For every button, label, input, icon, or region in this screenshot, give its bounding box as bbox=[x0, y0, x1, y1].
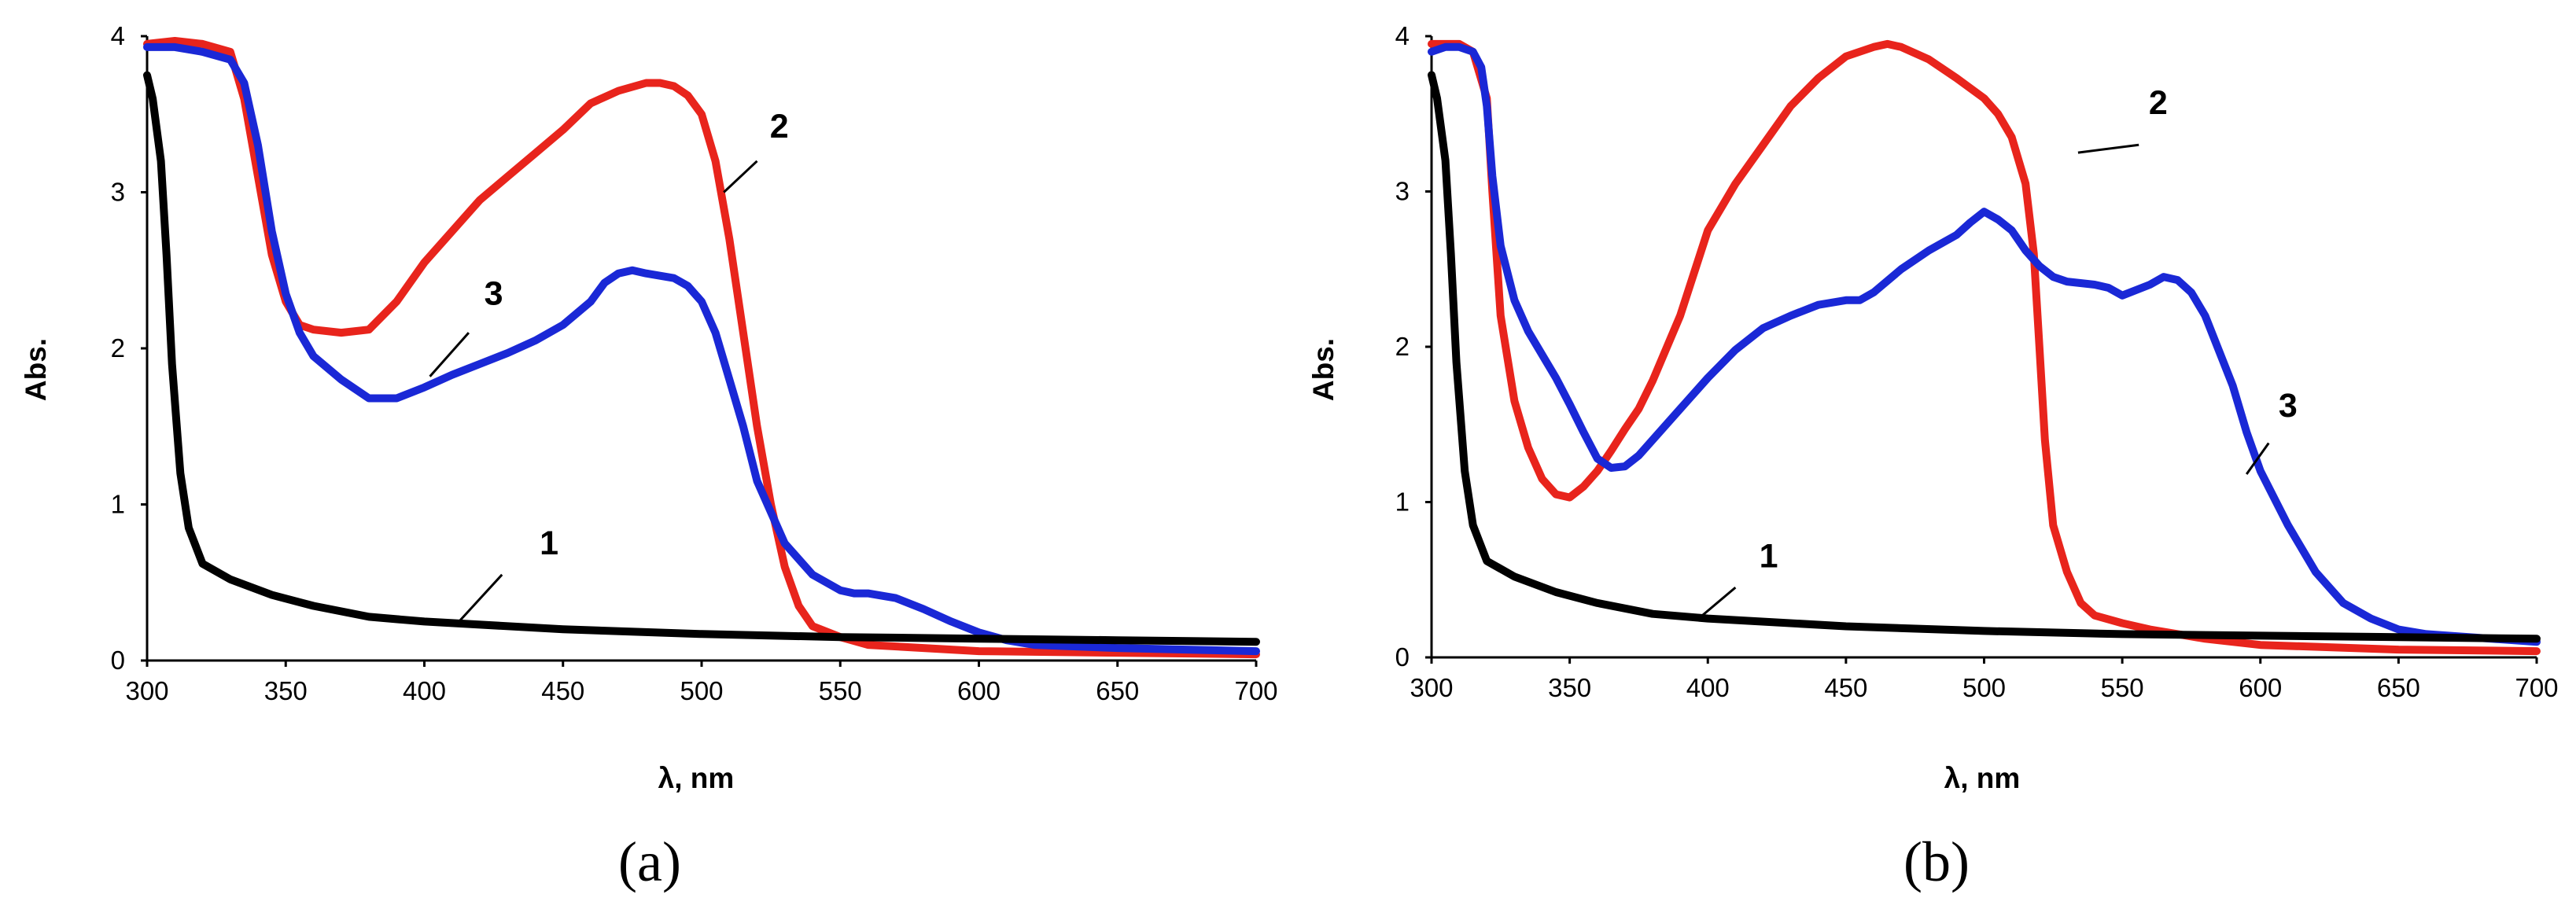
x-tick-label: 700 bbox=[1234, 676, 1277, 705]
x-tick-label: 400 bbox=[403, 676, 446, 705]
series-line-3-a bbox=[143, 42, 1260, 656]
y-tick-label: 0 bbox=[111, 646, 125, 675]
x-axis-label-b: λ, nm bbox=[1944, 762, 2021, 794]
y-tick-label: 1 bbox=[111, 490, 125, 519]
series-line-1-b bbox=[1428, 71, 2541, 643]
curve-leader-2-a bbox=[723, 160, 758, 193]
x-axis-label-a: λ, nm bbox=[658, 762, 735, 794]
x-tick-label: 600 bbox=[957, 676, 1001, 705]
x-tick-label: 700 bbox=[2515, 673, 2558, 702]
x-tick-label: 300 bbox=[1410, 673, 1453, 702]
curve-label-2-b: 2 bbox=[2149, 84, 2168, 122]
y-axis-label-b: Abs. bbox=[1307, 338, 1340, 401]
x-tick-label: 450 bbox=[541, 676, 584, 705]
x-tick-label: 650 bbox=[1096, 676, 1139, 705]
y-tick-label: 3 bbox=[1395, 177, 1410, 206]
x-tick-label: 400 bbox=[1686, 673, 1730, 702]
y-tick-label: 0 bbox=[1395, 642, 1410, 672]
chart-panel-a: Abs. λ, nm (a) 0 1 2 3 4 300 350 400 450 500 550 60… bbox=[20, 21, 1278, 893]
x-tick-label: 550 bbox=[819, 676, 862, 705]
y-tick-label: 4 bbox=[1395, 21, 1410, 50]
y-tick-label: 2 bbox=[111, 333, 125, 362]
y-tick-label: 2 bbox=[1395, 332, 1410, 361]
x-tick-label: 350 bbox=[264, 676, 308, 705]
curve-leader-3-b bbox=[2245, 442, 2270, 475]
chart-panel-b: Abs. λ, nm (b) 0 1 2 3 4 300 350 400 450 500 550 60… bbox=[1307, 21, 2559, 893]
curve-label-1-b: 1 bbox=[1760, 537, 1778, 575]
x-tick-label: 550 bbox=[2101, 673, 2144, 702]
y-tick-label: 3 bbox=[111, 178, 125, 207]
curve-label-3-b: 3 bbox=[2279, 387, 2298, 425]
curve-leader-1-a bbox=[456, 573, 503, 624]
x-tick-label: 650 bbox=[2377, 673, 2420, 702]
plot-area-a: 0 1 2 3 4 300 350 400 450 500 550 600 650 700 1 2 3 bbox=[111, 21, 1278, 705]
panel-label-a: (a) bbox=[618, 830, 681, 893]
series-line-1-a bbox=[143, 71, 1260, 646]
y-tick-label: 4 bbox=[111, 21, 125, 50]
series-line-3-b bbox=[1428, 42, 2541, 646]
panel-label-b: (b) bbox=[1903, 830, 1970, 893]
curve-label-2-a: 2 bbox=[770, 108, 789, 145]
x-tick-label: 500 bbox=[680, 676, 723, 705]
plot-area-b: 0 1 2 3 4 300 350 400 450 500 550 600 650 700 1 2 3 bbox=[1395, 21, 2559, 702]
y-axis-label-a: Abs. bbox=[20, 338, 52, 401]
x-tick-label: 450 bbox=[1824, 673, 1867, 702]
x-tick-label: 350 bbox=[1548, 673, 1591, 702]
curve-leader-3-a bbox=[429, 332, 470, 377]
x-tick-label: 600 bbox=[2239, 673, 2282, 702]
series-line-2-b bbox=[1428, 39, 2541, 656]
curve-leader-2-b bbox=[2077, 143, 2139, 154]
curve-leader-1-b bbox=[1696, 586, 1737, 621]
curve-label-1-a: 1 bbox=[540, 524, 558, 562]
x-tick-label: 500 bbox=[1962, 673, 2006, 702]
y-tick-label: 1 bbox=[1395, 488, 1410, 517]
curve-label-3-a: 3 bbox=[485, 274, 503, 312]
x-tick-label: 300 bbox=[125, 676, 168, 705]
series-line-2-a bbox=[143, 37, 1260, 659]
